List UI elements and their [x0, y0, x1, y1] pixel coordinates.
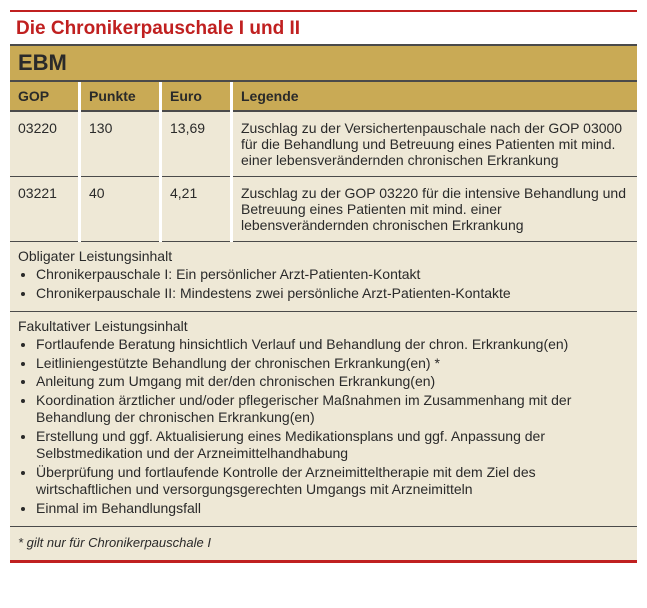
footnote: * gilt nur für Chronikerpauschale I [10, 527, 637, 563]
col-header-euro: Euro [161, 82, 232, 111]
list-item: Fortlaufende Beratung hinsichtlich Verla… [36, 336, 629, 354]
table-header-row: GOP Punkte Euro Legende [10, 82, 637, 111]
obligater-section: Obligater Leistungsinhalt Chronikerpausc… [10, 242, 637, 312]
col-header-punkte: Punkte [80, 82, 161, 111]
table-container: Die Chronikerpauschale I und II EBM GOP … [10, 10, 637, 563]
cell-euro: 13,69 [161, 111, 232, 177]
list-item: Leitliniengestützte Behandlung der chron… [36, 355, 629, 373]
cell-legende: Zuschlag zu der GOP 03220 für die intens… [232, 177, 638, 242]
cell-punkte: 130 [80, 111, 161, 177]
col-header-legende: Legende [232, 82, 638, 111]
list-item: Anleitung zum Umgang mit der/den chronis… [36, 373, 629, 391]
ebm-header: EBM [10, 44, 637, 82]
fakultativer-heading: Fakultativer Leistungsinhalt [18, 318, 629, 334]
list-item: Überprüfung und fortlaufende Kontrolle d… [36, 464, 629, 499]
fakultativer-list: Fortlaufende Beratung hinsichtlich Verla… [18, 336, 629, 517]
cell-gop: 03220 [10, 111, 80, 177]
page-title: Die Chronikerpauschale I und II [10, 10, 637, 44]
cell-gop: 03221 [10, 177, 80, 242]
cell-legende: Zuschlag zu der Versichertenpauschale na… [232, 111, 638, 177]
list-item: Chronikerpauschale I: Ein persönlicher A… [36, 266, 629, 284]
list-item: Erstellung und ggf. Aktualisierung eines… [36, 428, 629, 463]
cell-euro: 4,21 [161, 177, 232, 242]
cell-punkte: 40 [80, 177, 161, 242]
fakultativer-section: Fakultativer Leistungsinhalt Fortlaufend… [10, 312, 637, 527]
col-header-gop: GOP [10, 82, 80, 111]
data-table: GOP Punkte Euro Legende 03220 130 13,69 … [10, 82, 637, 242]
obligater-heading: Obligater Leistungsinhalt [18, 248, 629, 264]
list-item: Chronikerpauschale II: Mindestens zwei p… [36, 285, 629, 303]
list-item: Einmal im Behandlungsfall [36, 500, 629, 518]
table-row: 03221 40 4,21 Zuschlag zu der GOP 03220 … [10, 177, 637, 242]
obligater-list: Chronikerpauschale I: Ein persönlicher A… [18, 266, 629, 302]
list-item: Koordination ärztlicher und/oder pfleger… [36, 392, 629, 427]
table-row: 03220 130 13,69 Zuschlag zu der Versiche… [10, 111, 637, 177]
